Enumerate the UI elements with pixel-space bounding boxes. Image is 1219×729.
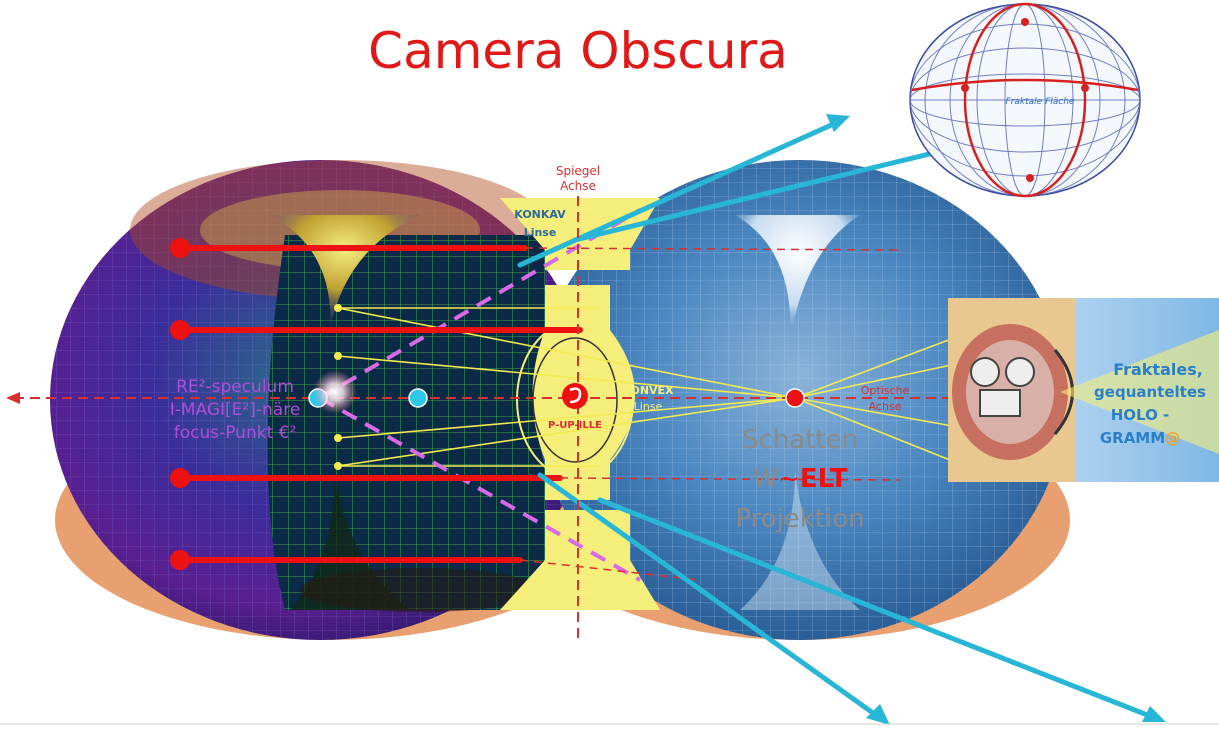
holo-label-4: GRAMM@ <box>1100 429 1180 447</box>
welt-label: W~ELT <box>752 464 848 494</box>
page-title: Camera Obscura <box>368 22 788 80</box>
speculum-label-2: I-MAGI[E²]-näre <box>170 400 301 420</box>
fractal-sphere-inset: Fraktale Fläche <box>909 2 1141 198</box>
holo-gramm: GRAMM <box>1100 429 1165 447</box>
focus-point-right <box>785 388 805 408</box>
welt-prefix: W <box>752 464 778 494</box>
welt-suffix: ELT <box>800 464 848 494</box>
red-dashed-rays <box>519 247 901 581</box>
yellow-ray-dots <box>334 304 342 470</box>
hologram-eye-panel: Fraktales, gequanteltes HOLO - GRAMM@ <box>948 298 1219 482</box>
pupille-label: P-UP-ILLE <box>548 420 602 431</box>
konkav-lens-top <box>500 198 660 270</box>
axis-arrowhead-left <box>6 392 20 404</box>
welt-tilde: ~ <box>778 464 800 494</box>
spark <box>313 370 357 414</box>
holo-label-3: HOLO - <box>1111 406 1170 424</box>
holo-at: @ <box>1165 429 1180 447</box>
optische-achse-label-1: Optische <box>861 384 910 397</box>
spiegel-achse-label-2: Achse <box>560 179 596 193</box>
projektion-label: Projektion <box>735 504 864 534</box>
holo-label-1: Fraktales, <box>1113 360 1203 379</box>
pupil-spiral-icon <box>562 383 588 409</box>
optische-achse-label-2: Achse <box>869 400 902 413</box>
holo-label-2: gequanteltes <box>1094 383 1206 401</box>
speculum-label-3: focus-Punkt €² <box>174 423 297 443</box>
fraktale-flaeche-label: Fraktale Fläche <box>1006 97 1075 107</box>
schatten-label: Schatten <box>742 425 858 455</box>
focus-point-mid <box>408 388 428 408</box>
magenta-dashed-rays <box>318 208 642 582</box>
red-rays <box>177 245 583 563</box>
spiegel-achse-label-1: Spiegel <box>556 164 600 178</box>
konvex-label-1: KONVEX <box>622 384 674 397</box>
konkav-label-1: KONKAV <box>514 208 566 221</box>
projector-icon <box>970 357 1000 387</box>
konvex-label-2: Linse <box>634 400 663 413</box>
red-ray-dots <box>170 238 190 570</box>
yellow-rays <box>337 307 976 471</box>
pupil-ring <box>532 337 618 463</box>
speculum-label-1: RE²-speculum <box>176 377 294 397</box>
konkav-label-2: Linse <box>524 226 557 239</box>
